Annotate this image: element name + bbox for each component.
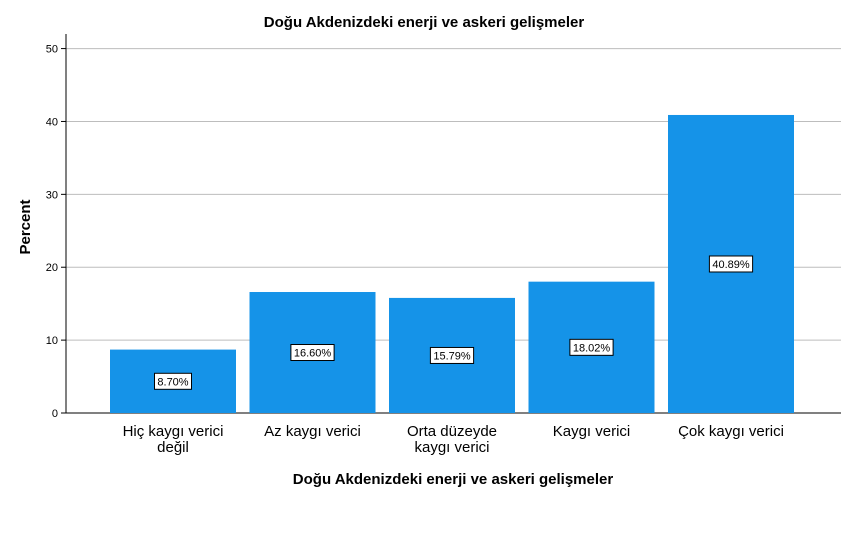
y-tick-label: 20 <box>46 262 58 274</box>
data-label-text: 8.70% <box>157 376 188 388</box>
x-category-label: Çok kaygı verici <box>678 423 784 440</box>
data-label-box <box>708 255 754 273</box>
x-category-label: Orta düzeyde <box>407 423 497 440</box>
y-tick-label: 40 <box>46 116 58 128</box>
y-tick-label: 50 <box>46 44 58 56</box>
chart-title: Doğu Akdenizdeki enerji ve askeri gelişm… <box>264 14 585 31</box>
x-category-label: Hiç kaygı verici <box>123 423 224 440</box>
data-label: 16.60% <box>290 344 335 362</box>
x-category-label: Kaygı verici <box>553 423 631 440</box>
y-tick-label: 30 <box>46 189 58 201</box>
data-label-box <box>290 344 335 362</box>
x-category-label: kaygı verici <box>414 439 489 456</box>
y-tick-label: 10 <box>46 335 58 347</box>
data-label: 15.79% <box>429 346 475 364</box>
data-label: 18.02% <box>569 338 614 356</box>
data-label-text: 18.02% <box>573 342 611 354</box>
data-labels: 8.70% 16.60% 15.79% 18.02% 40.89% <box>154 255 754 390</box>
y-axis-title: Percent <box>17 199 34 254</box>
data-label-text: 15.79% <box>433 350 471 362</box>
data-label: 40.89% <box>708 255 754 273</box>
data-label-text: 16.60% <box>294 348 332 360</box>
x-category-label: değil <box>157 439 189 456</box>
y-tick-label: 0 <box>52 408 58 420</box>
y-axis-ticks: 0 10 20 30 40 50 <box>46 44 66 420</box>
data-label-box <box>569 338 614 356</box>
bars <box>110 114 794 414</box>
x-axis-title: Doğu Akdenizdeki enerji ve askeri gelişm… <box>293 471 614 488</box>
data-label-box <box>429 346 475 364</box>
data-label-box <box>154 372 192 390</box>
data-label: 8.70% <box>154 372 192 390</box>
x-category-label: Az kaygı verici <box>264 423 361 440</box>
data-label-text: 40.89% <box>712 259 750 271</box>
